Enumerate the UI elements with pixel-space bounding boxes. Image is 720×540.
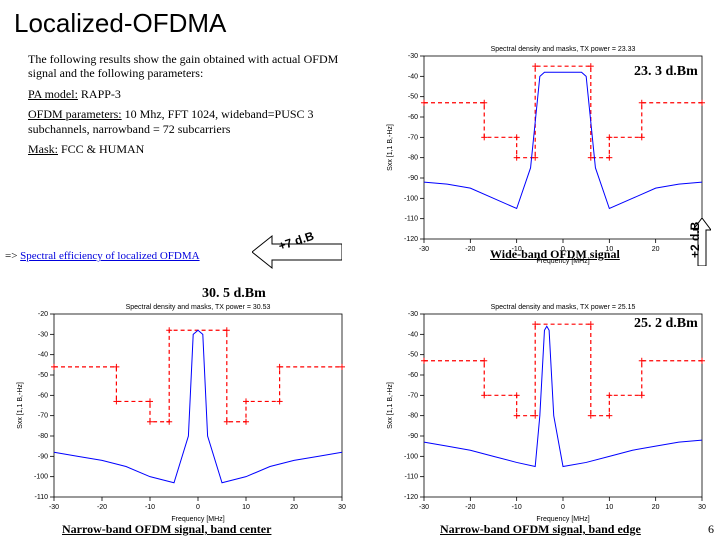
chart-bottom-right: -30-20-100102030-120-110-100-90-80-70-60… (382, 300, 710, 525)
annotation-br: 25. 2 d.Bm (634, 316, 698, 332)
annotation-tr: 23. 3 d.Bm (634, 64, 698, 80)
svg-text:-50: -50 (408, 94, 418, 101)
svg-text:Spectral density and masks, TX: Spectral density and masks, TX power = 2… (491, 46, 636, 53)
svg-text:-20: -20 (97, 504, 107, 511)
svg-text:-20: -20 (465, 504, 475, 511)
spectral-link-line: => Spectral efficiency of localized OFDM… (5, 250, 200, 262)
pa-label: PA model: (28, 87, 78, 101)
svg-text:-30: -30 (49, 504, 59, 511)
svg-text:-80: -80 (38, 433, 48, 440)
svg-text:Spectral density and masks, TX: Spectral density and masks, TX power = 2… (491, 304, 636, 311)
svg-text:-100: -100 (404, 453, 418, 460)
svg-text:-120: -120 (404, 494, 418, 501)
intro-block: The following results show the gain obta… (28, 52, 353, 162)
svg-text:-10: -10 (145, 504, 155, 511)
svg-text:-60: -60 (408, 114, 418, 121)
svg-text:-60: -60 (408, 372, 418, 379)
link-prefix: => (5, 250, 20, 262)
arrow-v-label: +2 d.B (688, 222, 702, 258)
intro-lead: The following results show the gain obta… (28, 52, 353, 81)
svg-text:-40: -40 (408, 73, 418, 80)
svg-text:-50: -50 (408, 352, 418, 359)
svg-text:-70: -70 (408, 134, 418, 141)
svg-text:-30: -30 (419, 246, 429, 253)
arrow-horizontal: +7 d.B (252, 232, 342, 272)
svg-text:0: 0 (196, 504, 200, 511)
svg-text:10: 10 (605, 504, 613, 511)
page-title: Localized-OFDMA (0, 0, 720, 47)
svg-text:-70: -70 (408, 392, 418, 399)
svg-text:10: 10 (242, 504, 250, 511)
svg-text:-80: -80 (408, 155, 418, 162)
svg-text:0: 0 (561, 504, 565, 511)
intro-ofdm: OFDM parameters: 10 Mhz, FFT 1024, wideb… (28, 107, 353, 136)
svg-text:Spectral density and masks, TX: Spectral density and masks, TX power = 3… (126, 304, 271, 311)
chart-bottom-left: -30-20-100102030-110-100-90-80-70-60-50-… (12, 300, 350, 525)
svg-text:-100: -100 (34, 474, 48, 481)
annotation-bl: 30. 5 d.Bm (202, 286, 266, 302)
svg-text:20: 20 (290, 504, 298, 511)
intro-pa: PA model: RAPP-3 (28, 87, 353, 101)
caption-bl: Narrow-band OFDM signal, band center (62, 522, 271, 537)
page-number: 6 (708, 522, 714, 537)
svg-text:-20: -20 (38, 311, 48, 318)
svg-text:-10: -10 (512, 504, 522, 511)
svg-text:-30: -30 (38, 331, 48, 338)
svg-text:-110: -110 (405, 474, 419, 481)
svg-text:-110: -110 (35, 494, 49, 501)
svg-text:-40: -40 (408, 331, 418, 338)
svg-text:-40: -40 (38, 352, 48, 359)
svg-text:-100: -100 (404, 195, 418, 202)
svg-text:-30: -30 (419, 504, 429, 511)
pa-value: RAPP-3 (81, 87, 121, 101)
svg-text:20: 20 (652, 504, 660, 511)
arrow-vertical: +2 d.B (693, 218, 711, 266)
svg-text:30: 30 (338, 504, 346, 511)
svg-text:-30: -30 (408, 311, 418, 318)
mask-value: FCC & HUMAN (61, 142, 144, 156)
svg-text:Sxx [1,1 B,-Hz]: Sxx [1,1 B,-Hz] (17, 382, 24, 429)
svg-text:-90: -90 (408, 175, 418, 182)
ofdm-label: OFDM parameters: (28, 107, 122, 121)
svg-text:-30: -30 (408, 53, 418, 60)
svg-text:-20: -20 (465, 246, 475, 253)
spectral-link[interactable]: Spectral efficiency of localized OFDMA (20, 250, 199, 262)
svg-text:-110: -110 (405, 216, 419, 223)
caption-br: Narrow-band OFDM signal, band edge (440, 522, 641, 537)
svg-text:20: 20 (652, 246, 660, 253)
svg-text:30: 30 (698, 504, 706, 511)
intro-mask: Mask: FCC & HUMAN (28, 142, 353, 156)
svg-text:-80: -80 (408, 413, 418, 420)
caption-tr: Wide-band OFDM signal (490, 247, 620, 262)
svg-text:-90: -90 (408, 433, 418, 440)
svg-text:-60: -60 (38, 392, 48, 399)
svg-text:-120: -120 (404, 236, 418, 243)
svg-text:-90: -90 (38, 453, 48, 460)
mask-label: Mask: (28, 142, 58, 156)
svg-text:Sxx [1,1 B,-Hz]: Sxx [1,1 B,-Hz] (387, 124, 394, 171)
svg-text:-70: -70 (38, 413, 48, 420)
svg-text:Sxx [1,1 B,-Hz]: Sxx [1,1 B,-Hz] (387, 382, 394, 429)
svg-text:-50: -50 (38, 372, 48, 379)
